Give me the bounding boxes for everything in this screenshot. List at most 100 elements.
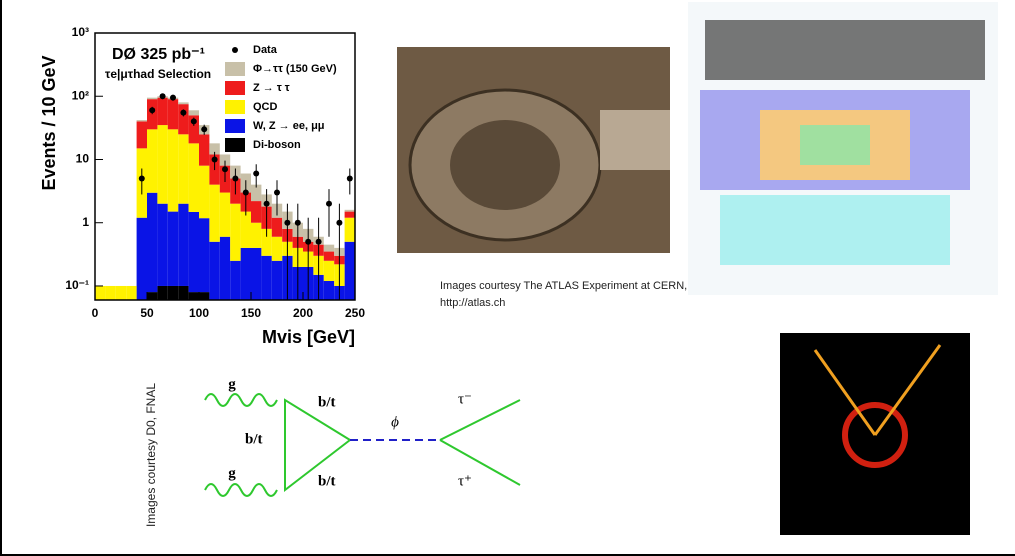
drawing-detail bbox=[800, 125, 870, 165]
x-tick-label: 50 bbox=[140, 306, 154, 320]
gluon bbox=[204, 483, 278, 497]
histogram-bar bbox=[188, 143, 199, 212]
histogram-bar bbox=[271, 217, 283, 237]
histogram-bar bbox=[136, 121, 147, 149]
data-point bbox=[232, 175, 239, 182]
histogram-bar bbox=[157, 203, 168, 286]
histogram-bar bbox=[199, 218, 210, 293]
histogram-bar bbox=[209, 241, 220, 300]
caption-atlas: Images courtesy The ATLAS Experiment at … bbox=[440, 280, 688, 309]
legend-label: QCD bbox=[253, 101, 278, 113]
histogram-bar bbox=[344, 211, 355, 218]
histogram-bar bbox=[271, 236, 283, 261]
plot-frame bbox=[94, 32, 356, 301]
y-tick-label: 10 bbox=[76, 152, 90, 166]
histogram-bar bbox=[147, 97, 158, 100]
data-point bbox=[149, 107, 156, 114]
feynman-label: ϕ bbox=[391, 414, 399, 430]
histogram-bar bbox=[261, 228, 272, 256]
x-tick-label: 100 bbox=[189, 306, 209, 320]
histogram-bar bbox=[178, 104, 189, 135]
histogram-bar bbox=[167, 211, 179, 286]
histogram-bar bbox=[251, 247, 262, 300]
feynman-label: τ⁻ bbox=[458, 391, 472, 407]
histogram-bar bbox=[209, 184, 220, 242]
caption-d0: Images courtesy D0, FNAL bbox=[144, 383, 158, 527]
histogram-bar bbox=[344, 241, 355, 300]
data-point bbox=[326, 200, 332, 207]
data-point bbox=[315, 238, 322, 245]
chart-title: DØ 325 pb⁻¹ bbox=[112, 46, 205, 63]
feynman-label: g bbox=[228, 376, 236, 392]
data-point bbox=[346, 175, 353, 182]
histogram-bar bbox=[219, 236, 231, 300]
data-point bbox=[274, 189, 280, 196]
feynman-label: b/t bbox=[318, 473, 336, 489]
histogram-bar bbox=[261, 255, 272, 300]
legend-label: Data bbox=[253, 44, 278, 56]
feynman-diagram bbox=[204, 393, 521, 497]
histogram-bar bbox=[240, 247, 251, 300]
legend-swatch bbox=[225, 119, 245, 133]
photo-detail bbox=[600, 110, 670, 170]
x-axis-label: Mvis [GeV] bbox=[262, 327, 355, 347]
histogram-bar bbox=[95, 285, 106, 300]
drawing-detail bbox=[705, 20, 985, 80]
data-point bbox=[253, 170, 260, 177]
data-point bbox=[336, 219, 343, 226]
feynman-label: b/t bbox=[245, 431, 263, 447]
histogram-bar bbox=[157, 285, 168, 300]
event-detail bbox=[873, 344, 942, 436]
histogram-bar bbox=[157, 97, 168, 126]
histogram-bar bbox=[323, 251, 335, 261]
legend-label: Z → τ τ bbox=[253, 82, 290, 94]
histogram-bar bbox=[105, 285, 116, 300]
histogram-bar bbox=[323, 244, 335, 252]
event-detail bbox=[813, 349, 877, 436]
histogram-bar bbox=[147, 292, 158, 300]
legend-swatch bbox=[225, 81, 245, 95]
data-point bbox=[201, 126, 208, 133]
histogram-bar bbox=[188, 115, 199, 144]
data-point bbox=[211, 156, 218, 163]
histogram-bar bbox=[167, 285, 179, 300]
histogram-bar bbox=[178, 134, 189, 204]
histogram-bar bbox=[230, 203, 241, 261]
chart-subtitle: τe|μτhad Selection bbox=[105, 67, 211, 81]
data-point bbox=[263, 200, 270, 207]
legend-label: Di-boson bbox=[253, 139, 301, 151]
legend-swatch bbox=[225, 100, 245, 114]
histogram-bar bbox=[230, 260, 241, 300]
feynman-labels: g g b/t b/t b/t ϕ τ⁻ τ⁺ bbox=[228, 376, 472, 489]
drawing-detail bbox=[720, 195, 950, 265]
histogram-bar bbox=[199, 165, 210, 219]
histogram-bar bbox=[219, 192, 231, 237]
histogram-bar bbox=[167, 99, 179, 130]
data-point bbox=[170, 94, 176, 101]
feynman-label: τ⁺ bbox=[458, 473, 472, 489]
histogram-bar bbox=[136, 120, 147, 122]
y-tick-label: 10³ bbox=[72, 25, 89, 39]
histogram-bar bbox=[167, 129, 179, 212]
histogram-bar bbox=[126, 285, 137, 300]
feynman-label: g bbox=[228, 465, 236, 481]
histogram-chart: 10⁻¹ 1 10 10² 10³ 0 50 100 150 200 250 Mvis [GeV] Ev… bbox=[39, 25, 366, 347]
histogram-bar bbox=[188, 292, 199, 300]
data-point bbox=[242, 189, 249, 196]
histogram-bar bbox=[178, 102, 189, 105]
data-point bbox=[190, 118, 197, 125]
photo-detail bbox=[450, 120, 560, 210]
histogram-bar bbox=[178, 285, 189, 300]
x-tick-label: 250 bbox=[345, 306, 365, 320]
histogram-bar bbox=[323, 280, 335, 300]
data-point bbox=[222, 166, 228, 173]
data-point bbox=[180, 109, 187, 116]
histogram-bar bbox=[344, 209, 355, 212]
legend-marker bbox=[232, 47, 238, 53]
gluon bbox=[204, 393, 278, 407]
y-tick-label: 1 bbox=[82, 215, 89, 229]
x-tick-label: 0 bbox=[92, 306, 99, 320]
y-axis-label: Events / 10 GeV bbox=[39, 55, 59, 190]
